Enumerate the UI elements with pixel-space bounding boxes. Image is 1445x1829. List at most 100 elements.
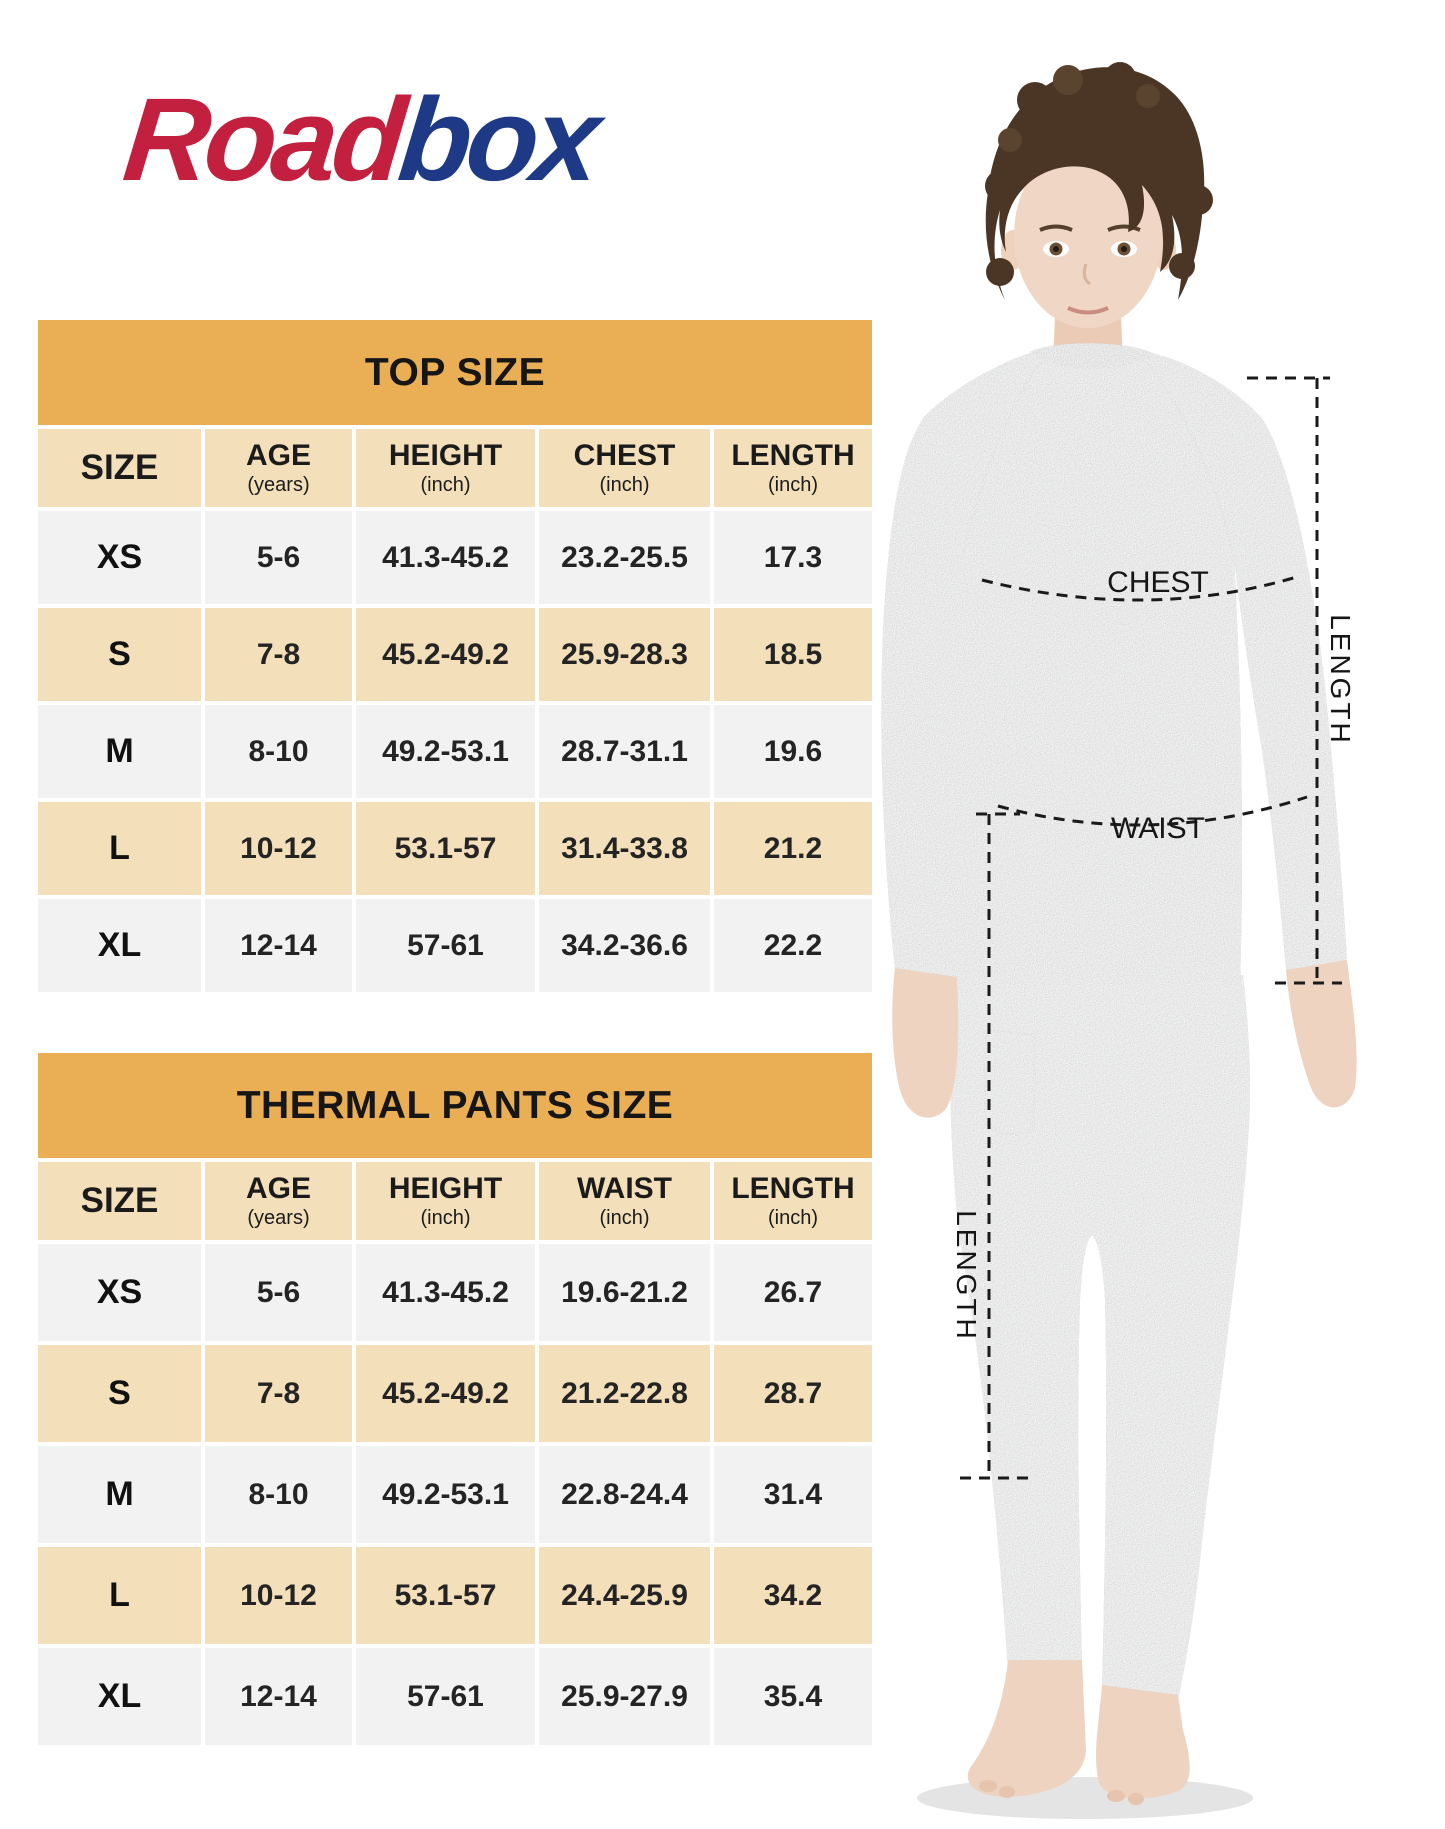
- column-header-unit: (years): [247, 474, 310, 496]
- value-cell: 45.2-49.2: [356, 608, 535, 701]
- value-cell: 19.6-21.2: [539, 1244, 710, 1341]
- column-header-age: AGE (years): [205, 1162, 352, 1240]
- value-cell: 45.2-49.2: [356, 1345, 535, 1442]
- value-cell: 23.2-25.5: [539, 511, 710, 604]
- thermal-pants-size-table-grid: SIZE AGE (years) HEIGHT (inch) WAIST (inch) LEN…: [38, 1162, 872, 1745]
- column-header-chest: CHEST (inch): [539, 429, 710, 507]
- pants-length-measure-line: [960, 812, 1034, 1480]
- value-cell: 26.7: [714, 1244, 872, 1341]
- brand-logo-box: box: [393, 74, 602, 206]
- column-header-label: SIZE: [80, 448, 159, 487]
- thermal-pants: [950, 975, 1251, 1700]
- value-cell: 21.2: [714, 802, 872, 895]
- value-cell: 49.2-53.1: [356, 1446, 535, 1543]
- top-size-table-grid: SIZE AGE (years) HEIGHT (inch) CHEST (inch) LEN…: [38, 429, 872, 992]
- column-header-label: HEIGHT: [388, 1172, 503, 1205]
- head: [985, 62, 1213, 328]
- value-cell: 57-61: [356, 899, 535, 992]
- value-cell: 7-8: [205, 1345, 352, 1442]
- value-cell: 25.9-27.9: [539, 1648, 710, 1745]
- value-cell: 28.7: [714, 1345, 872, 1442]
- column-header-length: LENGTH (inch): [714, 1162, 872, 1240]
- hands: [892, 960, 1357, 1118]
- column-header-unit: (inch): [420, 474, 471, 496]
- value-cell: 28.7-31.1: [539, 705, 710, 798]
- value-cell: 31.4: [714, 1446, 872, 1543]
- value-cell: 5-6: [205, 511, 352, 604]
- size-cell: XL: [38, 1648, 201, 1745]
- chest-label: CHEST: [1107, 566, 1209, 599]
- value-cell: 34.2: [714, 1547, 872, 1644]
- waist-label: WAIST: [1111, 812, 1205, 845]
- size-cell: S: [38, 1345, 201, 1442]
- column-header-label: SIZE: [80, 1181, 159, 1220]
- size-cell: M: [38, 1446, 201, 1543]
- mouth: [1067, 306, 1109, 315]
- value-cell: 53.1-57: [356, 802, 535, 895]
- size-cell: L: [38, 802, 201, 895]
- nose: [1082, 263, 1091, 286]
- column-header-unit: (inch): [599, 1207, 650, 1229]
- brand-logo: Roadbox: [117, 68, 732, 213]
- eyes: [1039, 224, 1141, 257]
- value-cell: 22.8-24.4: [539, 1446, 710, 1543]
- column-header-height: HEIGHT (inch): [356, 1162, 535, 1240]
- value-cell: 31.4-33.8: [539, 802, 710, 895]
- column-header-label: LENGTH: [731, 1172, 855, 1205]
- top-length-label: LENGTH: [1325, 614, 1356, 746]
- size-cell: S: [38, 608, 201, 701]
- top-length-measure-line: [1247, 376, 1342, 985]
- value-cell: 22.2: [714, 899, 872, 992]
- brand-logo-road: Road: [118, 74, 407, 206]
- size-cell: XS: [38, 511, 201, 604]
- value-cell: 17.3: [714, 511, 872, 604]
- size-cell: M: [38, 705, 201, 798]
- column-header-label: WAIST: [577, 1172, 672, 1205]
- column-header-label: HEIGHT: [388, 439, 503, 472]
- pants-length-label: LENGTH: [951, 1210, 982, 1342]
- value-cell: 12-14: [205, 1648, 352, 1745]
- measurement-annotations: [960, 376, 1342, 1480]
- thermal-pants-size-table: THERMAL PANTS SIZE SIZE AGE (years) HEIGHT(…: [38, 1053, 872, 1745]
- column-header-unit: (inch): [599, 474, 650, 496]
- column-header-label: CHEST: [573, 439, 676, 472]
- column-header-waist: WAIST (inch): [539, 1162, 710, 1240]
- value-cell: 25.9-28.3: [539, 608, 710, 701]
- raglan-seam-left: [960, 361, 1042, 561]
- size-cell: XS: [38, 1244, 201, 1341]
- column-header-unit: (inch): [767, 1207, 818, 1229]
- value-cell: 24.4-25.9: [539, 1547, 710, 1644]
- value-cell: 8-10: [205, 705, 352, 798]
- value-cell: 41.3-45.2: [356, 1244, 535, 1341]
- column-header-unit: (inch): [767, 474, 818, 496]
- chest-measure-line: [981, 574, 1301, 602]
- thermal-top: [881, 343, 1347, 985]
- pants-pocket: [983, 1028, 1037, 1136]
- floor-shadow: [917, 1777, 1253, 1819]
- value-cell: 34.2-36.6: [539, 899, 710, 992]
- top-size-table-title: TOP SIZE: [38, 320, 872, 425]
- column-header-age: AGE (years): [205, 429, 352, 507]
- column-header-length: LENGTH (inch): [714, 429, 872, 507]
- value-cell: 5-6: [205, 1244, 352, 1341]
- size-cell: XL: [38, 899, 201, 992]
- value-cell: 10-12: [205, 802, 352, 895]
- bare-feet: [967, 1660, 1190, 1805]
- measurement-labels: CHEST WAIST LENGTH LENGTH: [951, 566, 1356, 1342]
- size-cell: L: [38, 1547, 201, 1644]
- column-header-label: AGE: [245, 439, 311, 472]
- top-size-table: TOP SIZE SIZE AGE (years) HEIGHT (inch) CHEST…: [38, 320, 872, 992]
- column-header-label: AGE: [245, 1172, 311, 1205]
- raglan-seam-right: [1145, 361, 1236, 561]
- value-cell: 7-8: [205, 608, 352, 701]
- value-cell: 8-10: [205, 1446, 352, 1543]
- curly-hair: [985, 62, 1213, 300]
- value-cell: 10-12: [205, 1547, 352, 1644]
- thermal-pants-size-table-title: THERMAL PANTS SIZE: [38, 1053, 872, 1158]
- value-cell: 35.4: [714, 1648, 872, 1745]
- column-header-label: LENGTH: [731, 439, 855, 472]
- model-photo: CHEST WAIST LENGTH LENGTH: [860, 40, 1445, 1829]
- value-cell: 19.6: [714, 705, 872, 798]
- column-header-size: SIZE: [38, 1162, 201, 1240]
